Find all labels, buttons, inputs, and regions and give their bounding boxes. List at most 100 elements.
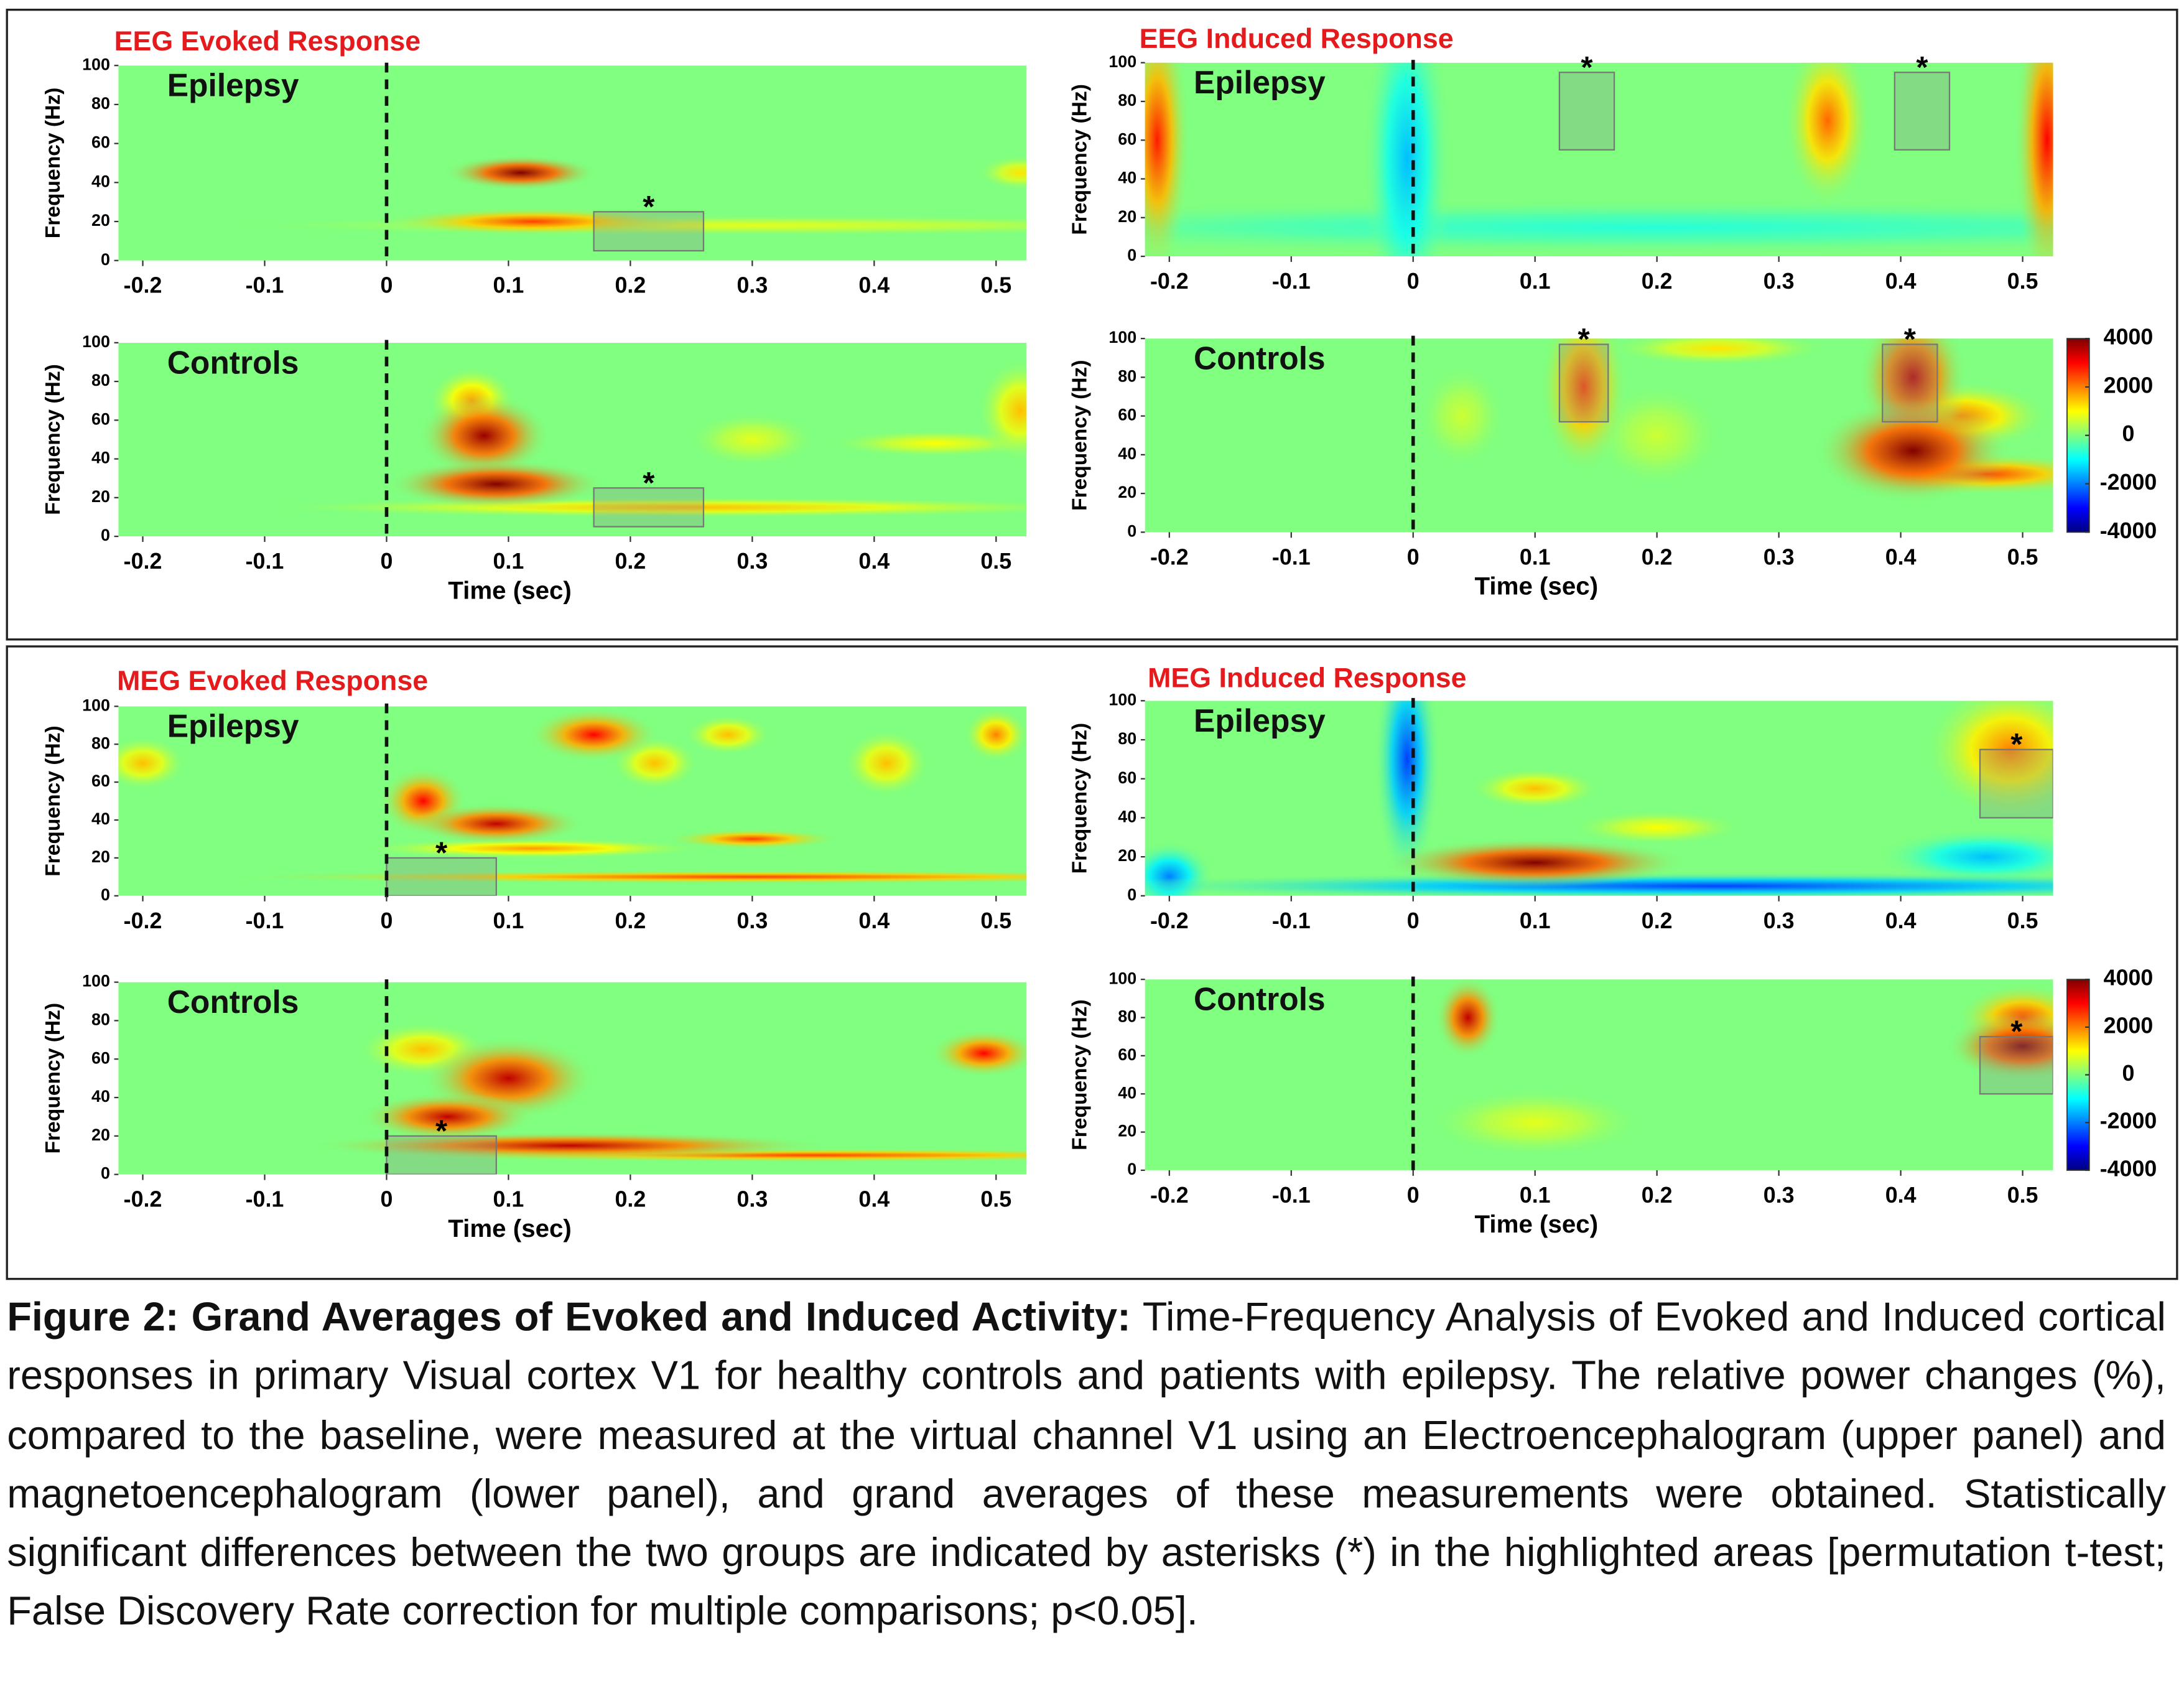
heatmap — [118, 982, 1027, 1175]
heatmap — [118, 706, 1027, 896]
heatmap-blob — [929, 1029, 1027, 1078]
x-tick-label: 0.3 — [1763, 544, 1795, 569]
group-label: Epilepsy — [1194, 702, 1326, 739]
colorbar-tick-label: 0 — [2122, 1061, 2135, 1086]
y-axis-label: Frequency (Hz) — [1068, 84, 1091, 235]
y-tick-label: 20 — [1118, 1122, 1136, 1140]
group-label: Controls — [167, 984, 299, 1020]
significance-box — [1558, 72, 1615, 151]
y-tick-label: 20 — [1118, 483, 1136, 501]
heatmap-blob — [1418, 363, 1506, 468]
heatmap-blob — [1145, 62, 1191, 257]
y-tick-label: 60 — [1118, 406, 1136, 424]
heatmap-blob — [1876, 828, 2053, 885]
y-axis-label: Frequency (Hz) — [42, 88, 65, 239]
heatmap-blob — [1381, 838, 1689, 888]
x-tick-label: -0.1 — [1272, 1183, 1311, 1208]
y-tick-label: 60 — [91, 771, 110, 790]
y-tick-label: 80 — [1118, 91, 1136, 110]
x-tick-label: 0.2 — [1642, 269, 1673, 294]
heatmap-blob — [1922, 701, 2053, 820]
x-tick-label: 0.4 — [858, 908, 890, 933]
x-tick-label: 0.5 — [980, 1187, 1011, 1212]
y-tick-label: 0 — [1127, 1160, 1136, 1178]
y-tick-label: 0 — [1127, 885, 1136, 904]
significance-star: * — [2010, 1015, 2023, 1049]
heatmap-blob — [1425, 1088, 1645, 1157]
x-axis-label: Time (sec) — [448, 1214, 572, 1242]
y-tick-label: 100 — [1108, 690, 1136, 709]
y-axis-label: Frequency (Hz) — [42, 725, 65, 877]
y-tick-label: 0 — [101, 1164, 110, 1183]
x-tick-label: -0.1 — [246, 1187, 284, 1212]
heatmap — [1145, 701, 2053, 896]
significance-star: * — [643, 466, 655, 500]
x-tick-label: -0.2 — [124, 273, 162, 298]
x-tick-label: 0 — [380, 1187, 393, 1212]
y-tick-label: 60 — [1118, 129, 1136, 148]
x-tick-label: 0.5 — [2007, 269, 2038, 294]
x-tick-label: 0 — [1407, 544, 1420, 569]
significance-box — [1558, 343, 1609, 423]
significance-star: * — [435, 836, 448, 870]
caption: Figure 2: Grand Averages of Evoked and I… — [7, 1289, 2166, 1642]
y-tick-label: 80 — [91, 371, 110, 389]
caption-bold: Figure 2: Grand Averages of Evoked and I… — [7, 1295, 1131, 1341]
y-axis-label: Frequency (Hz) — [1068, 999, 1091, 1150]
x-tick-label: 0 — [1407, 1183, 1420, 1208]
colorbar-tick-label: 0 — [2122, 421, 2135, 446]
heatmap-blob — [408, 803, 584, 844]
y-axis-label: Frequency (Hz) — [1068, 360, 1091, 511]
y-axis-label: Frequency (Hz) — [42, 364, 65, 515]
y-tick-label: 80 — [1118, 1007, 1136, 1026]
heatmap — [118, 342, 1027, 537]
y-tick-label: 40 — [1118, 169, 1136, 187]
x-tick-label: 0.2 — [615, 908, 646, 933]
heatmap-blob — [1946, 1012, 2053, 1081]
group-label: Controls — [167, 344, 299, 380]
y-tick-label: 40 — [91, 1087, 110, 1106]
x-tick-label: -0.1 — [246, 273, 284, 298]
y-tick-label: 0 — [1127, 246, 1136, 264]
colorbar-tick-label: 4000 — [2104, 325, 2154, 350]
y-tick-label: 20 — [91, 1125, 110, 1144]
x-tick-label: 0.5 — [980, 908, 1011, 933]
colorbar-tick-label: -2000 — [2100, 470, 2157, 495]
y-tick-label: 100 — [82, 972, 110, 990]
x-tick-label: -0.2 — [1150, 544, 1189, 569]
significance-box — [386, 857, 497, 896]
group-label: Controls — [1194, 340, 1326, 376]
heatmap-blob — [664, 829, 840, 849]
section-title: MEG Evoked Response — [117, 665, 428, 696]
x-tick-label: 0 — [1407, 269, 1420, 294]
y-tick-label: 20 — [1118, 846, 1136, 865]
significance-star: * — [2010, 727, 2023, 762]
x-tick-label: 0.3 — [1763, 908, 1795, 933]
y-tick-label: 60 — [91, 1048, 110, 1067]
y-tick-label: 100 — [82, 696, 110, 714]
x-tick-label: 0 — [380, 273, 393, 298]
x-tick-label: 0.2 — [615, 1187, 646, 1212]
heatmap-blob — [379, 207, 687, 236]
y-tick-label: 40 — [1118, 1083, 1136, 1102]
y-tick-label: 60 — [91, 133, 110, 152]
y-tick-label: 20 — [91, 211, 110, 230]
y-tick-label: 100 — [1108, 969, 1136, 987]
colorbar-tick-label: 2000 — [2104, 1013, 2154, 1038]
y-tick-label: 100 — [1108, 52, 1136, 71]
x-axis-label: Time (sec) — [448, 576, 572, 604]
x-tick-label: -0.2 — [124, 549, 162, 574]
y-tick-label: 100 — [82, 332, 110, 351]
x-tick-label: 0.5 — [2007, 908, 2038, 933]
heatmap — [1145, 338, 2053, 533]
x-tick-label: 0.4 — [858, 549, 890, 574]
significance-star: * — [1904, 322, 1917, 357]
y-tick-label: 80 — [91, 94, 110, 113]
heatmap-blob — [418, 394, 551, 478]
group-label: Controls — [1194, 981, 1326, 1017]
significance-box — [593, 211, 705, 252]
x-tick-label: 0 — [380, 908, 393, 933]
x-tick-label: 0.1 — [1520, 544, 1551, 569]
heatmap-blob — [1569, 809, 1745, 846]
x-tick-label: 0.3 — [737, 549, 768, 574]
